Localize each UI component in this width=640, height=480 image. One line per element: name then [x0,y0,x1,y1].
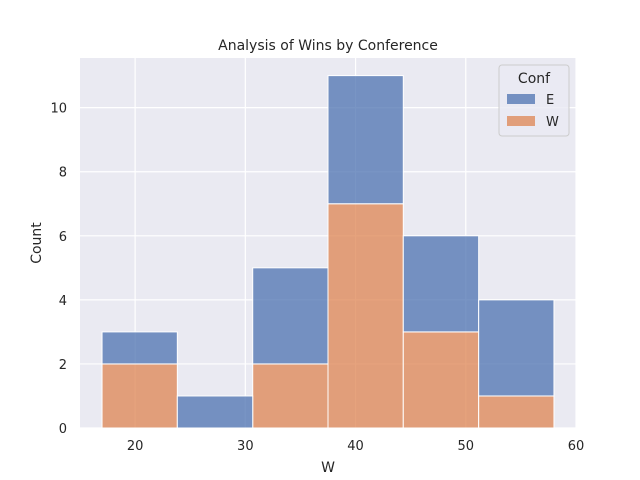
bar-w [327,203,404,429]
series-e-bars [101,75,555,429]
legend-title: Conf [518,71,551,87]
bar-e [101,331,178,365]
y-tick-label: 10 [50,102,67,117]
y-axis-label: Count [29,222,45,264]
y-tick-label: 4 [59,294,67,309]
bar-e [252,267,329,365]
x-tick-labels: 20 30 40 50 60 [127,439,584,454]
x-tick-label: 60 [568,439,585,454]
y-tick-labels: 0 2 4 6 8 10 [50,102,67,437]
y-tick-label: 0 [59,422,67,437]
legend-label-e: E [546,93,554,108]
x-tick-label: 50 [458,439,475,454]
legend-swatch-e [507,94,535,104]
legend-swatch-w [507,116,535,126]
bar-w [402,331,480,429]
series-w-bars [101,203,555,429]
bar-e [327,75,404,205]
x-axis-label: W [321,460,335,476]
x-tick-label: 20 [127,439,144,454]
legend-label-w: W [546,115,559,130]
bar-e [478,299,555,397]
bar-w [101,363,178,429]
legend: Conf E W [498,64,570,137]
y-tick-label: 8 [59,166,67,181]
x-tick-label: 30 [237,439,254,454]
bar-e [176,395,254,429]
y-tick-label: 6 [59,230,67,245]
y-tick-label: 2 [59,358,67,373]
x-tick-label: 40 [347,439,364,454]
bar-e [402,235,480,333]
bar-w [252,363,329,429]
bar-w [478,395,555,429]
chart-title: Analysis of Wins by Conference [218,38,438,54]
